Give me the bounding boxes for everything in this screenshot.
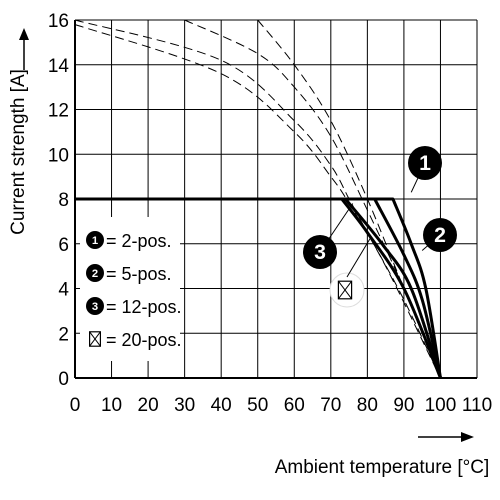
callout-leader-4	[346, 236, 372, 278]
x-tick-label: 110	[462, 395, 492, 416]
x-tick-label: 80	[357, 395, 378, 416]
curve-label-20pos	[337, 280, 353, 300]
badge-circle	[86, 264, 104, 282]
y-tick-label: 14	[48, 56, 70, 77]
y-axis-label: Current strength [A]	[8, 69, 29, 235]
x-tick-label: 90	[393, 395, 414, 416]
curve-labels: 1 2 3	[303, 146, 457, 308]
y-tick-label: 8	[58, 190, 69, 211]
legend-label-4: = 20-pos.	[106, 330, 182, 350]
curve-label-1: 1	[408, 146, 442, 180]
x-tick-label: 30	[174, 395, 195, 416]
badge-circle	[408, 146, 442, 180]
x-tick-labels: 0 10 20 30 40 50 60 70 80 90 100 110	[70, 395, 492, 416]
series-2-limited-curve	[75, 197, 442, 379]
legend-label-3: = 12-pos.	[106, 297, 182, 317]
y-tick-label: 0	[58, 369, 69, 390]
x-tick-label: 60	[284, 395, 305, 416]
series-1-derating-curve	[74, 19, 441, 379]
legend-marker-4	[88, 331, 101, 347]
badge-circle	[86, 297, 104, 315]
badge-circle	[86, 231, 104, 249]
badge-number: 2	[92, 268, 98, 280]
x-axis-label: Ambient temperature [°C]	[275, 457, 490, 478]
curve-label-2: 2	[423, 218, 457, 252]
curves	[74, 19, 442, 379]
badge-number: 2	[434, 223, 446, 247]
y-axis-arrowhead	[19, 28, 29, 40]
badge-number: 1	[92, 235, 98, 247]
x-tick-label: 100	[425, 395, 457, 416]
y-tick-label: 10	[48, 145, 69, 166]
x-tick-label: 0	[70, 395, 81, 416]
y-tick-labels: 0 2 4 6 8 10 12 14 16	[48, 11, 70, 390]
badge-circle	[423, 218, 457, 252]
x-tick-label: 40	[211, 395, 232, 416]
legend-label-1: = 2-pos.	[106, 231, 172, 251]
legend-marker-3: 3	[86, 297, 104, 315]
legend-marker-2: 2	[86, 264, 104, 282]
legend-label-2: = 5-pos.	[106, 264, 172, 284]
series-3-limited-curve	[75, 197, 442, 379]
y-tick-label: 2	[58, 324, 69, 345]
legend: 1 = 2-pos. 2 = 5-pos. 3 = 12-pos. = 20-pos.	[80, 217, 182, 361]
x-tick-label: 20	[138, 395, 159, 416]
y-tick-label: 16	[48, 11, 69, 32]
x-tick-label: 50	[247, 395, 268, 416]
badge-number: 1	[419, 151, 431, 175]
badge-number: 3	[92, 301, 98, 313]
x-axis-arrowhead	[461, 432, 474, 442]
legend-marker-1: 1	[86, 231, 104, 249]
crossed-box-diagonal	[89, 331, 101, 347]
series-3-derating-curve	[184, 19, 441, 379]
series-1-limited-curve	[75, 197, 442, 379]
badge-circle	[303, 235, 337, 269]
curve-label-3: 3	[303, 235, 337, 269]
x-tick-label: 70	[320, 395, 341, 416]
badge-number: 3	[314, 240, 326, 264]
x-tick-label: 10	[101, 395, 122, 416]
y-tick-label: 6	[58, 235, 69, 256]
y-tick-label: 12	[48, 101, 69, 122]
series-4-limited-curve	[75, 197, 442, 379]
y-tick-label: 4	[58, 280, 69, 301]
series-2-derating-curve	[74, 24, 441, 379]
crossed-box-diagonal	[337, 280, 353, 300]
